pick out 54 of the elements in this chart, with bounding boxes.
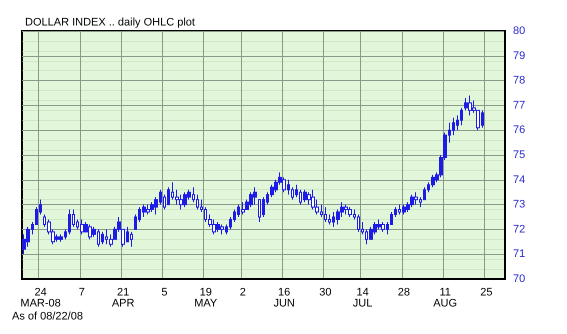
candlestick [55, 234, 59, 242]
candlestick [146, 204, 150, 216]
candlestick [468, 94, 472, 116]
x-tick-label: 21 APR [112, 286, 134, 310]
candlestick [130, 231, 133, 248]
candlestick [324, 206, 327, 222]
candlestick [258, 199, 261, 222]
y-tick-label: 74 [513, 174, 526, 186]
x-tick-label: 5 [161, 286, 168, 298]
candlestick [101, 231, 104, 245]
x-tick-label: 30 [319, 286, 332, 298]
candlestick [183, 192, 187, 208]
y-tick-label: 71 [513, 248, 526, 260]
candlestick [241, 202, 245, 216]
x-tick-label: 2 [240, 286, 246, 298]
x-tick-label: 16 JUN [273, 286, 295, 310]
chart-title: DOLLAR INDEX .. daily OHLC plot [25, 16, 195, 28]
candlestick [431, 174, 435, 188]
candlestick [167, 186, 170, 206]
x-tick-label: 28 [398, 286, 410, 298]
candlestick [282, 176, 286, 193]
x-tick-label: 25 [480, 286, 493, 298]
x-tick-label: 11 AUG [433, 286, 458, 310]
y-tick-label: 72 [513, 223, 526, 236]
y-tick-label: 75 [513, 149, 526, 161]
candlestick [212, 218, 216, 235]
candlestick [59, 234, 63, 242]
candlestick [80, 218, 84, 235]
candlestick [348, 206, 352, 218]
x-tick-label: 19 MAY [194, 286, 218, 310]
y-tick-label: 77 [513, 99, 526, 112]
candlestick [311, 189, 315, 210]
y-tick-label: 76 [513, 124, 526, 136]
x-tick-label: 7 [78, 286, 85, 298]
candlestick [410, 194, 414, 208]
candlestick [381, 221, 385, 232]
candlestick [88, 224, 92, 240]
y-tick-label: 80 [513, 25, 526, 37]
text: As of 08/22/08 [12, 310, 83, 322]
x-tick-label: 14 JUL [352, 286, 372, 310]
candlestick [460, 107, 463, 126]
candlestick [402, 204, 406, 216]
candlestick [220, 224, 224, 235]
x-tick-label: 24 MAR-08 [20, 286, 61, 310]
candlestick [216, 221, 220, 232]
candlestick [253, 186, 257, 206]
y-tick-label: 78 [513, 74, 526, 87]
candlestick [414, 192, 418, 206]
y-tick-label: 79 [513, 50, 526, 62]
y-tick-label: 73 [513, 198, 526, 211]
y-tick-label: 70 [513, 273, 526, 285]
candlestick [344, 204, 348, 216]
candlestick [307, 192, 311, 206]
candlestick [303, 189, 307, 203]
